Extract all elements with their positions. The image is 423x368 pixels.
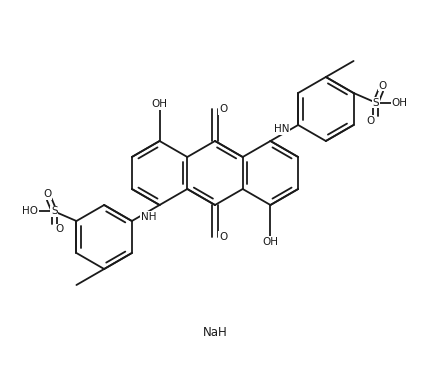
Text: OH: OH xyxy=(262,237,278,247)
Text: NaH: NaH xyxy=(203,326,228,340)
Text: NH: NH xyxy=(141,212,157,222)
Text: HO: HO xyxy=(22,206,38,216)
Text: O: O xyxy=(43,190,51,199)
Text: O: O xyxy=(219,232,227,242)
Text: OH: OH xyxy=(151,99,168,109)
Text: O: O xyxy=(379,81,387,91)
Text: S: S xyxy=(51,206,58,216)
Text: OH: OH xyxy=(392,98,408,107)
Text: HN: HN xyxy=(274,124,289,134)
Text: O: O xyxy=(367,116,375,125)
Text: O: O xyxy=(219,104,227,114)
Text: S: S xyxy=(372,98,379,107)
Text: O: O xyxy=(55,224,63,234)
